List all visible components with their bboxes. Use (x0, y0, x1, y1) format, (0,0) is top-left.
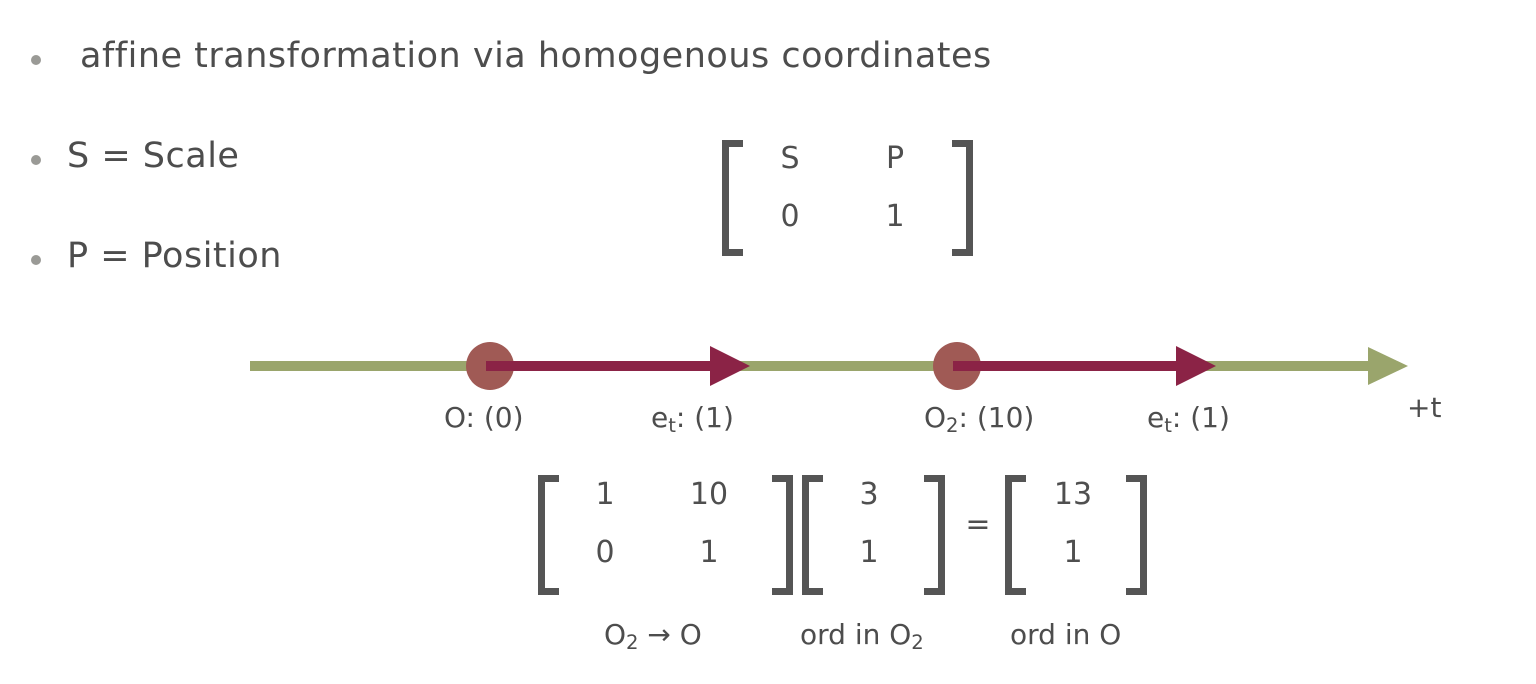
input-vector-right-bracket (924, 475, 945, 595)
bullet-dot-1 (31, 55, 41, 65)
general-matrix-cell-0: 0 (780, 199, 800, 234)
basis-vector-1-arrowhead (710, 346, 750, 386)
basis-2-label-e: e (1147, 401, 1165, 434)
origin-2-label-o: O (924, 401, 947, 434)
transform-matrix-right-bracket (772, 475, 793, 595)
input-vector-cell-1: 1 (859, 535, 879, 570)
basis-1-label-e: e (651, 401, 669, 434)
caption-transform-rest: → O (638, 618, 702, 651)
axis-label-t: +t (1407, 391, 1442, 424)
time-axis-arrowhead (1368, 347, 1408, 385)
transform-matrix-left-bracket (538, 475, 559, 595)
caption-ord-in-o2: ord in O2 (800, 618, 924, 654)
origin-2-dot (933, 342, 981, 390)
basis-2-label-sub: t (1164, 413, 1172, 437)
general-matrix-cell-1: 1 (885, 199, 905, 234)
caption-transform-o: O (604, 618, 627, 651)
caption-ord-in-o2-sub: 2 (911, 630, 924, 654)
basis-2-label: et: (1) (1147, 401, 1230, 437)
general-matrix-right-bracket (952, 140, 973, 256)
output-vector-cell-13: 13 (1053, 477, 1093, 512)
caption-transform-sub: 2 (626, 630, 639, 654)
transform-matrix-cell-0: 0 (595, 535, 615, 570)
caption-ord-in-o: ord in O (1010, 618, 1122, 651)
output-vector-right-bracket (1126, 475, 1147, 595)
equals-sign: = (965, 507, 991, 542)
bullet-scale: S = Scale (67, 136, 240, 176)
bullet-dot-2 (31, 155, 41, 165)
input-vector-left-bracket (802, 475, 823, 595)
input-vector-cell-3: 3 (859, 477, 879, 512)
bullet-dot-3 (31, 255, 41, 265)
origin-2-label: O2: (10) (924, 401, 1034, 437)
transform-matrix-cell-1: 1 (595, 477, 615, 512)
transform-matrix-cell-1b: 1 (699, 535, 719, 570)
origin-1-label: O: (0) (444, 401, 524, 434)
general-matrix-cell-p: P (885, 141, 905, 176)
origin-2-label-value: : (10) (958, 401, 1035, 434)
bullet-position: P = Position (67, 236, 282, 276)
caption-ord-in-o2-text: ord in O (800, 618, 912, 651)
output-vector-left-bracket (1005, 475, 1026, 595)
basis-1-label-sub: t (668, 413, 676, 437)
caption-transform: O2 → O (604, 618, 702, 654)
general-matrix-left-bracket (722, 140, 743, 256)
basis-1-label-value: : (1) (675, 401, 734, 434)
output-vector-cell-1: 1 (1063, 535, 1083, 570)
origin-1-dot (466, 342, 514, 390)
transform-matrix-cell-10: 10 (689, 477, 729, 512)
basis-2-label-value: : (1) (1171, 401, 1230, 434)
general-matrix-cell-s: S (780, 141, 800, 176)
bullet-affine: affine transformation via homogenous coo… (80, 36, 992, 76)
origin-2-label-sub: 2 (946, 413, 959, 437)
basis-vector-2-arrowhead (1176, 346, 1216, 386)
basis-1-label: et: (1) (651, 401, 734, 437)
